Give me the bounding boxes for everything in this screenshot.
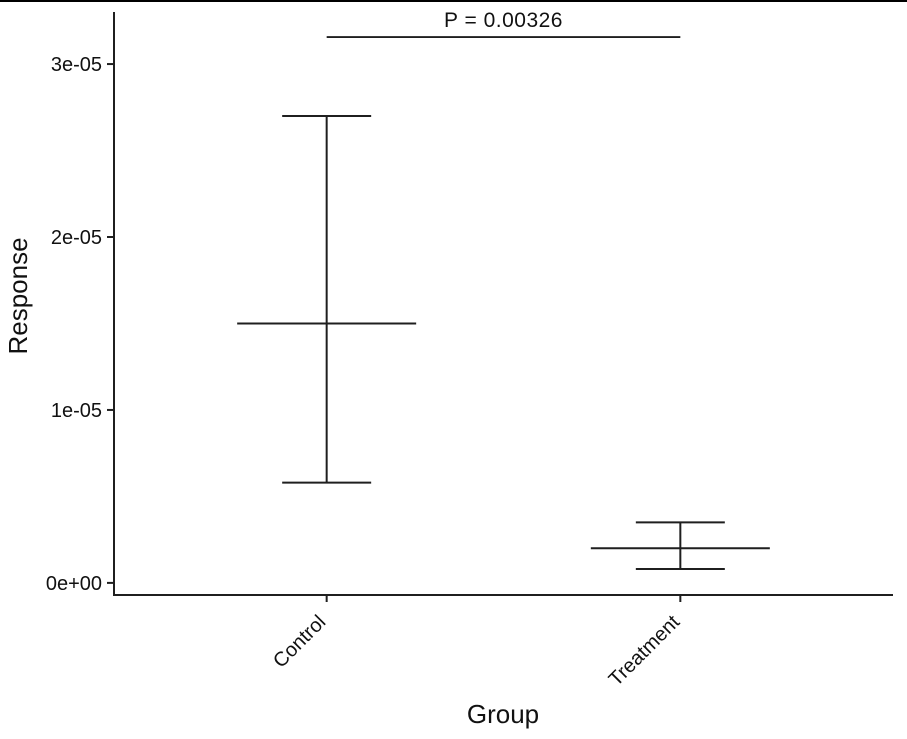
y-tick-label-3e-05: 3e-05 [50,54,102,77]
y-tick-label-0e+00: 0e+00 [45,572,102,595]
pane-top-border [0,0,907,2]
pvalue-annotation: P = 0.00326 [444,9,563,33]
y-axis-title: Response [3,237,33,355]
y-tick-label-2e-05: 2e-05 [50,227,102,249]
x-axis-title: Group [466,699,540,729]
y-tick-label-1e-05: 1e-05 [50,399,102,422]
